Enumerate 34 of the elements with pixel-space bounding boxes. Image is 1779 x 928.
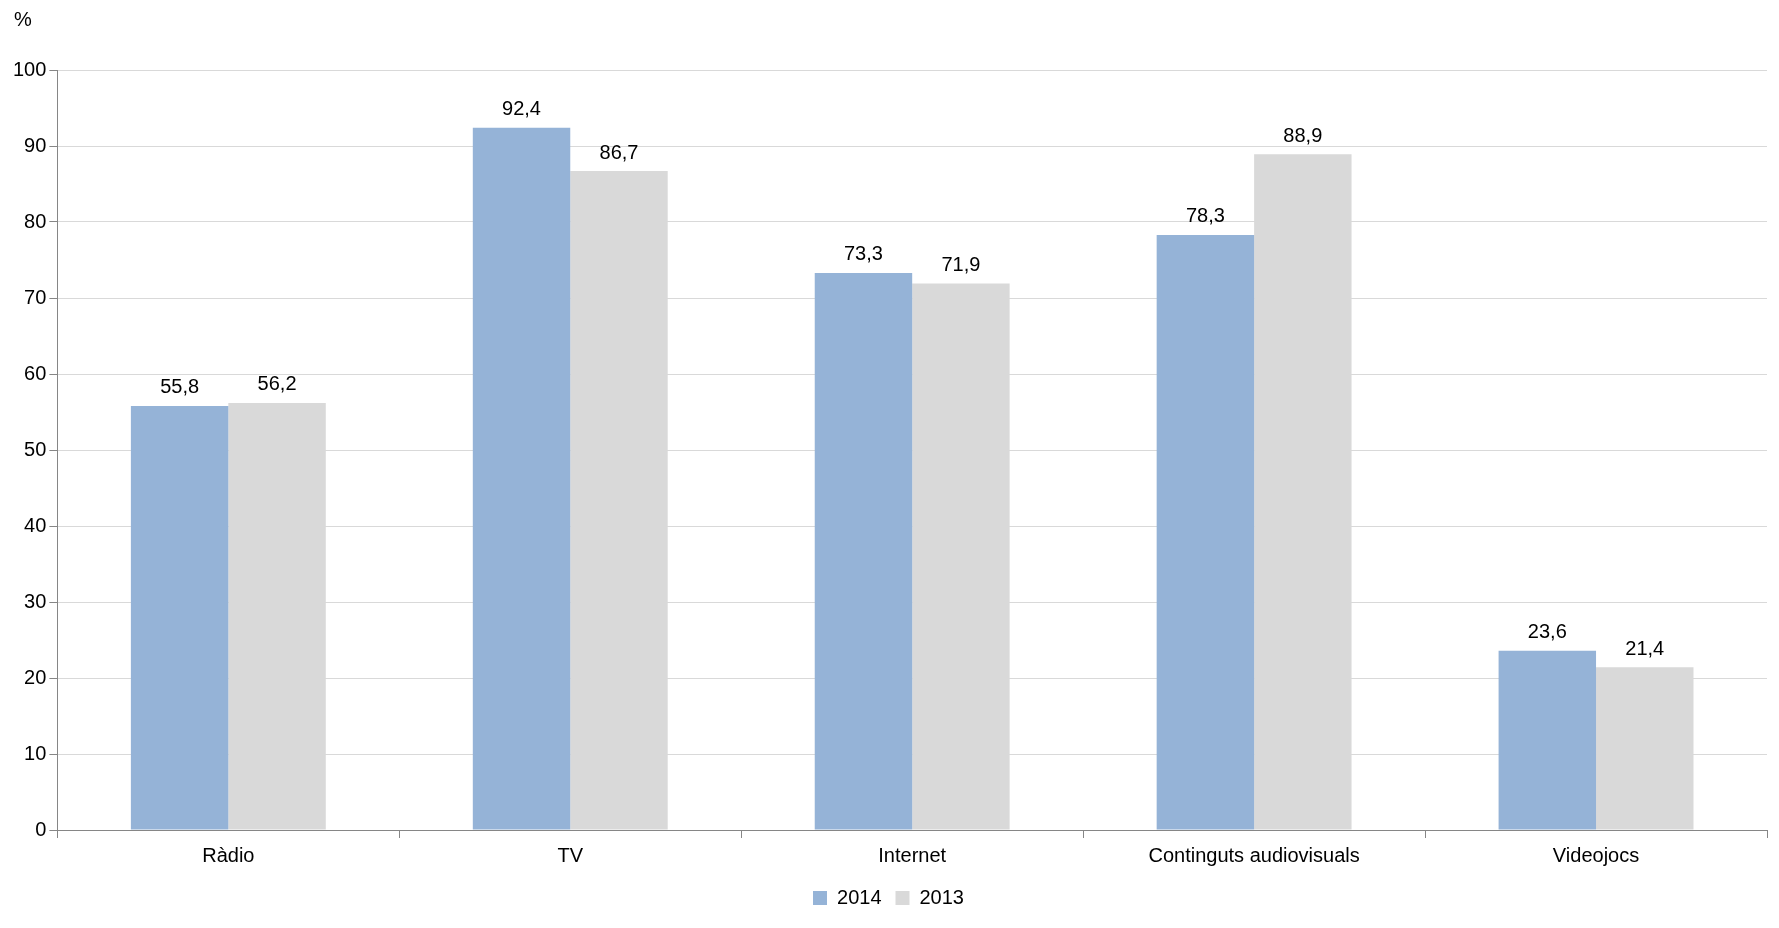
- legend-label: 2014: [837, 885, 882, 908]
- bar: [1156, 234, 1255, 830]
- bar: [472, 127, 571, 830]
- y-tick-label: 100: [12, 57, 47, 80]
- data-label: 55,8: [160, 375, 200, 398]
- data-label: 73,3: [843, 242, 883, 265]
- bar: [1498, 650, 1597, 830]
- data-label: 86,7: [599, 140, 639, 163]
- data-label: 71,9: [941, 253, 981, 276]
- data-label: 88,9: [1283, 123, 1323, 146]
- data-label: 23,6: [1527, 620, 1567, 643]
- legend-label: 2013: [919, 885, 964, 908]
- y-tick-label: 50: [24, 437, 47, 460]
- data-label: 92,4: [502, 97, 541, 120]
- y-tick-label: 20: [24, 665, 47, 688]
- x-tick-label: Ràdio: [202, 843, 255, 866]
- y-tick-label: 80: [24, 209, 47, 232]
- x-tick-label: Continguts audiovisuals: [1148, 843, 1360, 866]
- y-tick-label: 40: [24, 513, 47, 536]
- x-tick-label: Videojocs: [1552, 843, 1640, 866]
- bar: [130, 405, 229, 830]
- y-tick-label: 10: [24, 741, 47, 764]
- data-label: 21,4: [1625, 636, 1665, 659]
- bar: [814, 272, 913, 830]
- y-tick-label: 0: [35, 817, 47, 840]
- y-tick-label: 90: [24, 133, 47, 156]
- x-tick-label: Internet: [878, 843, 947, 866]
- y-axis-title: %: [14, 7, 32, 30]
- y-tick-label: 60: [24, 361, 47, 384]
- y-tick-label: 30: [24, 589, 47, 612]
- data-label: 78,3: [1185, 204, 1225, 227]
- y-tick-label: 70: [24, 285, 47, 308]
- x-tick-label: TV: [557, 843, 584, 866]
- data-label: 56,2: [257, 372, 297, 395]
